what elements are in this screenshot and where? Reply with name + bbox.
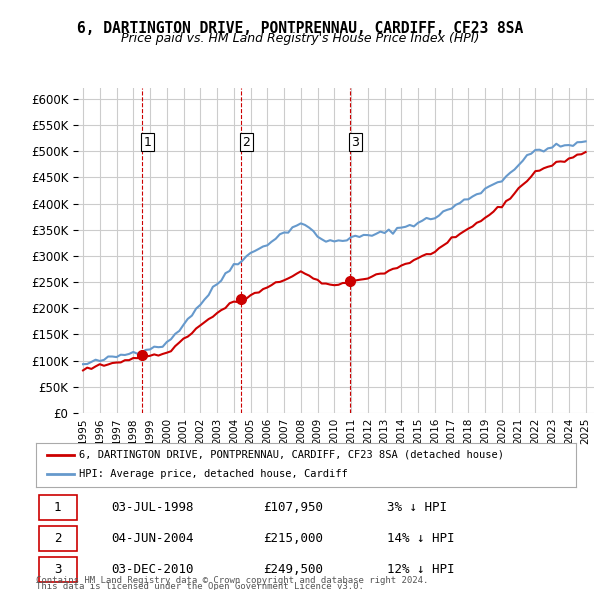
Text: Price paid vs. HM Land Registry's House Price Index (HPI): Price paid vs. HM Land Registry's House … — [121, 32, 479, 45]
Text: £107,950: £107,950 — [263, 501, 323, 514]
Text: 12% ↓ HPI: 12% ↓ HPI — [387, 563, 455, 576]
Text: HPI: Average price, detached house, Cardiff: HPI: Average price, detached house, Card… — [79, 470, 348, 479]
Text: 2: 2 — [54, 532, 61, 545]
Text: 3: 3 — [352, 136, 359, 149]
Text: 2: 2 — [242, 136, 250, 149]
Text: £215,000: £215,000 — [263, 532, 323, 545]
Text: Contains HM Land Registry data © Crown copyright and database right 2024.: Contains HM Land Registry data © Crown c… — [36, 576, 428, 585]
Text: 03-DEC-2010: 03-DEC-2010 — [112, 563, 194, 576]
Text: 03-JUL-1998: 03-JUL-1998 — [112, 501, 194, 514]
FancyBboxPatch shape — [38, 526, 77, 551]
Text: 3: 3 — [54, 563, 61, 576]
FancyBboxPatch shape — [38, 557, 77, 582]
Text: This data is licensed under the Open Government Licence v3.0.: This data is licensed under the Open Gov… — [36, 582, 364, 590]
Text: 14% ↓ HPI: 14% ↓ HPI — [387, 532, 455, 545]
Text: 6, DARTINGTON DRIVE, PONTPRENNAU, CARDIFF, CF23 8SA: 6, DARTINGTON DRIVE, PONTPRENNAU, CARDIF… — [77, 21, 523, 35]
FancyBboxPatch shape — [38, 494, 77, 520]
Text: 1: 1 — [54, 501, 61, 514]
Text: £249,500: £249,500 — [263, 563, 323, 576]
Text: 6, DARTINGTON DRIVE, PONTPRENNAU, CARDIFF, CF23 8SA (detached house): 6, DARTINGTON DRIVE, PONTPRENNAU, CARDIF… — [79, 450, 504, 460]
Text: 1: 1 — [143, 136, 151, 149]
Text: 04-JUN-2004: 04-JUN-2004 — [112, 532, 194, 545]
Text: 3% ↓ HPI: 3% ↓ HPI — [387, 501, 447, 514]
